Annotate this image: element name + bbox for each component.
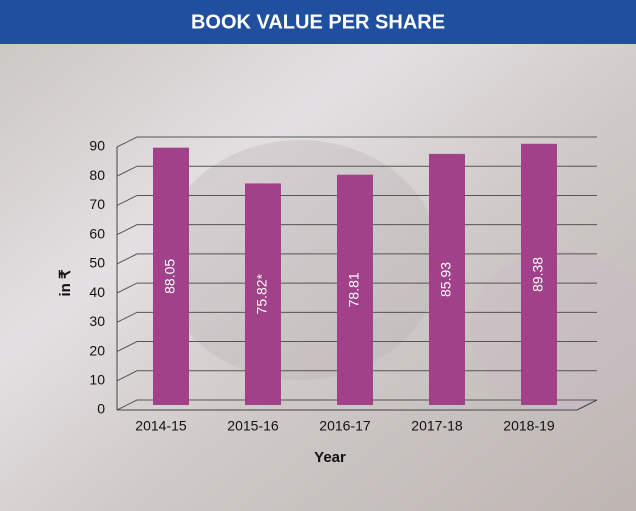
x-tick-label: 2014-15 (135, 418, 187, 434)
chart: BOOK VALUE PER SHARE in ₹ Year 0 10 20 30 40… (0, 0, 636, 511)
y-tick-label: 0 (97, 401, 105, 417)
value-label: 89.38 (530, 257, 546, 292)
y-tick-label: 70 (89, 196, 105, 212)
y-tick-label: 10 (89, 371, 105, 387)
y-tick-label: 80 (89, 167, 105, 183)
value-label: 78.81 (346, 272, 362, 307)
y-tick-label: 90 (89, 138, 105, 154)
value-label: 88.05 (162, 259, 178, 294)
background-shape (160, 140, 440, 380)
x-axis-label: Year (314, 449, 346, 466)
y-tick-label: 60 (89, 225, 105, 241)
y-tick-label: 50 (89, 255, 105, 271)
value-label: 75.82* (254, 273, 270, 314)
y-tick-label: 30 (89, 313, 105, 329)
y-tick-label: 20 (89, 342, 105, 358)
value-label: 85.93 (438, 262, 454, 297)
x-tick-label: 2017-18 (411, 418, 463, 434)
x-tick-label: 2015-16 (227, 418, 279, 434)
chart-title: BOOK VALUE PER SHARE (191, 11, 445, 33)
y-tick-label: 40 (89, 284, 105, 300)
x-tick-label: 2016-17 (319, 418, 371, 434)
x-tick-label: 2018-19 (503, 418, 555, 434)
y-axis-label: in ₹ (57, 269, 74, 296)
